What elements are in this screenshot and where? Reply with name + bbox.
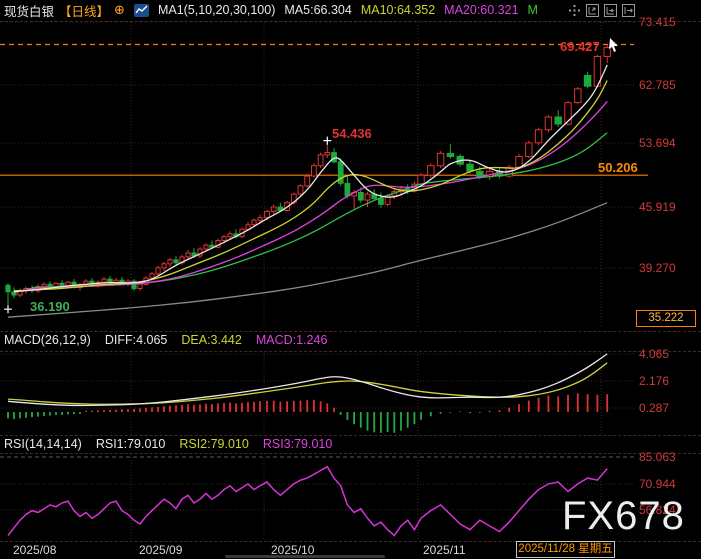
rsi2-value: RSI2:79.010 bbox=[179, 437, 249, 451]
macd-panel bbox=[7, 353, 609, 433]
separator bbox=[0, 541, 701, 542]
scale-x-icon[interactable] bbox=[586, 3, 599, 17]
exit-right-icon[interactable] bbox=[622, 3, 635, 17]
month-label: 2025/08 bbox=[13, 543, 57, 557]
extreme-markers bbox=[4, 38, 618, 314]
reference-lines bbox=[0, 43, 648, 176]
macd-value: MACD:1.246 bbox=[255, 333, 328, 347]
instrument-title: 现货白银 bbox=[4, 4, 55, 19]
rsi-axis-tick: 56.824 bbox=[639, 503, 676, 517]
period-label: 【日线】 bbox=[59, 4, 110, 19]
settings-icon[interactable]: ⊕ bbox=[114, 2, 125, 17]
watermark: FX678 bbox=[562, 494, 685, 538]
ma20-value: MA20:60.321 bbox=[444, 3, 519, 17]
rsi-axis-tick: 70.944 bbox=[639, 477, 676, 491]
diff-value: DIFF:4.065 bbox=[104, 333, 168, 347]
macd-header: MACD(26,12,9) DIFF:4.065 DEA:3.442 MACD:… bbox=[4, 333, 327, 347]
peak-price-label: 54.436 bbox=[332, 126, 372, 141]
price-axis-tick: 45.919 bbox=[639, 200, 676, 214]
month-label: 2025/11 bbox=[423, 543, 466, 557]
ma10-value: MA10:64.352 bbox=[360, 3, 436, 17]
rsi-settings-label: RSI(14,14,14) bbox=[4, 437, 82, 451]
macd-settings-label: MACD(26,12,9) bbox=[4, 333, 91, 347]
ma-lines bbox=[7, 64, 608, 318]
ma-settings-label: MA1(5,10,20,30,100) bbox=[157, 3, 276, 17]
gridlines bbox=[0, 21, 634, 540]
macd-axis-tick: 0.287 bbox=[639, 401, 670, 415]
axis-bottom-price-box: 35.222 bbox=[636, 310, 696, 327]
current-date-box: 2025/11/28 星期五 bbox=[516, 541, 615, 558]
ma30-value-partial: M bbox=[527, 3, 538, 17]
separator bbox=[0, 453, 701, 454]
separator bbox=[0, 351, 701, 352]
rsi-header: RSI(14,14,14) RSI1:79.010 RSI2:79.010 RS… bbox=[4, 437, 332, 451]
rsi-panel bbox=[7, 465, 608, 537]
rsi1-value: RSI1:79.010 bbox=[95, 437, 166, 451]
hline-price-label: 50.206 bbox=[598, 160, 638, 175]
price-axis-tick: 73.415 bbox=[639, 15, 676, 29]
rsi3-value: RSI3:79.010 bbox=[262, 437, 333, 451]
chart-header: 现货白银 【日线】 ⊕ MA1(5,10,20,30,100) MA5:66.3… bbox=[0, 0, 701, 20]
separator bbox=[0, 331, 701, 332]
low-price-label: 36.190 bbox=[30, 299, 70, 314]
chart-type-icon[interactable] bbox=[133, 3, 149, 17]
toolbar bbox=[568, 3, 635, 17]
ma5-value: MA5:66.304 bbox=[284, 3, 352, 17]
dea-value: DEA:3.442 bbox=[181, 333, 242, 347]
separator bbox=[0, 21, 701, 22]
scale-y-icon[interactable] bbox=[604, 3, 617, 17]
price-axis-tick: 53.694 bbox=[639, 136, 676, 150]
price-axis-tick: 62.785 bbox=[639, 78, 676, 92]
separator bbox=[0, 435, 701, 436]
macd-axis-tick: 4.065 bbox=[639, 347, 670, 361]
move-tool-icon[interactable] bbox=[568, 4, 581, 17]
rsi-axis-tick: 85.063 bbox=[639, 450, 676, 464]
month-label: 2025/09 bbox=[139, 543, 183, 557]
high-price-label: 69.427 bbox=[560, 39, 600, 54]
scrollbar[interactable] bbox=[225, 555, 385, 558]
month-label: 2025/10 bbox=[271, 543, 315, 557]
macd-axis-tick: 2.176 bbox=[639, 374, 670, 388]
price-axis-tick: 39.270 bbox=[639, 261, 676, 275]
